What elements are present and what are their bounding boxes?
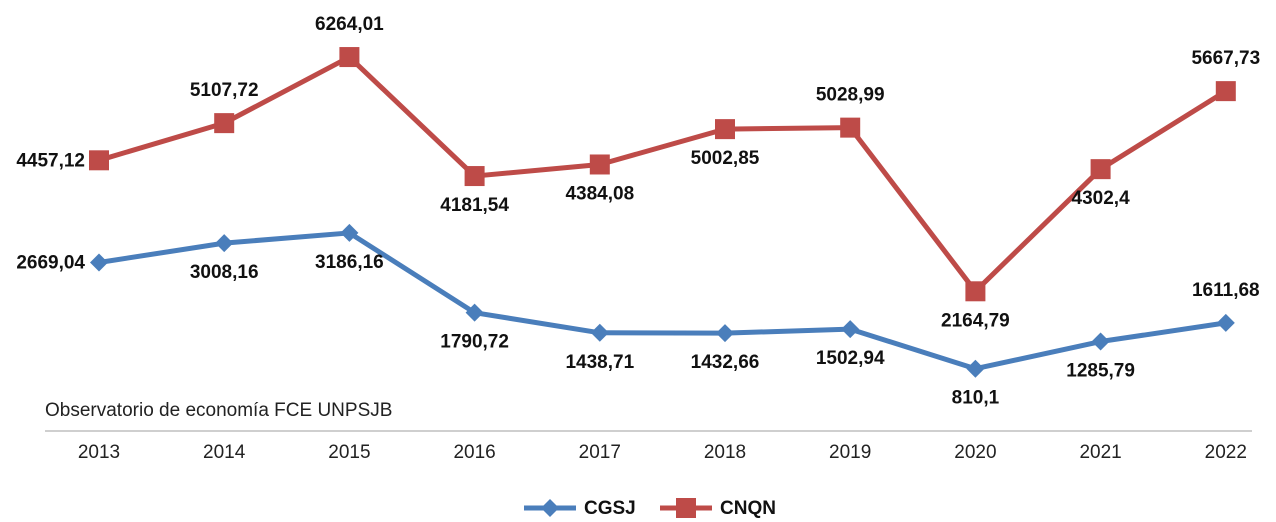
legend-label: CNQN	[720, 498, 776, 519]
x-tick-label: 2016	[453, 442, 495, 463]
x-tick-label: 2018	[704, 442, 746, 463]
marker	[589, 154, 610, 175]
data-label: 5107,72	[190, 80, 259, 101]
data-label: 4181,54	[440, 195, 509, 216]
x-tick-label: 2021	[1079, 442, 1121, 463]
series-line	[98, 54, 1228, 294]
data-label: 1285,79	[1066, 361, 1135, 382]
marker	[1090, 159, 1111, 180]
x-tick-label: 2015	[328, 442, 370, 463]
x-tick-label: 2022	[1205, 442, 1247, 463]
x-tick-label: 2014	[203, 442, 246, 463]
data-label: 4302,4	[1072, 188, 1131, 209]
marker	[339, 47, 360, 68]
data-label: 2164,79	[941, 310, 1010, 331]
marker	[340, 223, 359, 242]
marker	[90, 253, 108, 272]
source-note: Observatorio de economía FCE UNPSJB	[45, 400, 392, 421]
data-label: 4457,12	[16, 150, 85, 171]
marker	[590, 323, 609, 342]
legend-label: CGSJ	[584, 498, 636, 519]
legend-marker	[541, 499, 559, 517]
marker	[841, 320, 860, 339]
data-label: 6264,01	[315, 14, 384, 35]
x-tick-label: 2019	[829, 442, 871, 463]
marker	[1091, 332, 1110, 351]
data-label: 3008,16	[190, 262, 259, 283]
marker	[716, 324, 734, 343]
data-label: 1502,94	[816, 348, 885, 369]
data-label: 1790,72	[440, 332, 509, 353]
marker	[965, 281, 986, 302]
marker	[214, 113, 235, 134]
marker	[715, 119, 735, 140]
data-label: 810,1	[952, 388, 1000, 409]
marker	[465, 303, 484, 322]
x-tick-label: 2013	[78, 442, 120, 463]
marker	[840, 117, 861, 138]
data-label: 4384,08	[565, 183, 634, 204]
data-label: 5667,73	[1191, 48, 1260, 69]
data-label: 1432,66	[691, 352, 760, 373]
series-line	[98, 230, 1227, 372]
marker	[1216, 313, 1235, 332]
data-label: 5002,85	[691, 148, 760, 169]
data-label: 3186,16	[315, 252, 384, 273]
marker	[464, 166, 485, 187]
data-label: 5028,99	[816, 85, 885, 106]
data-label: 1611,68	[1192, 280, 1260, 301]
marker	[89, 150, 109, 171]
x-tick-label: 2020	[954, 442, 996, 463]
marker	[966, 359, 985, 378]
data-label: 2669,04	[16, 252, 85, 273]
data-label: 1438,71	[565, 352, 634, 373]
x-tick-label: 2017	[579, 442, 621, 463]
legend-marker	[676, 498, 696, 518]
marker	[215, 234, 234, 253]
marker	[1215, 81, 1236, 102]
